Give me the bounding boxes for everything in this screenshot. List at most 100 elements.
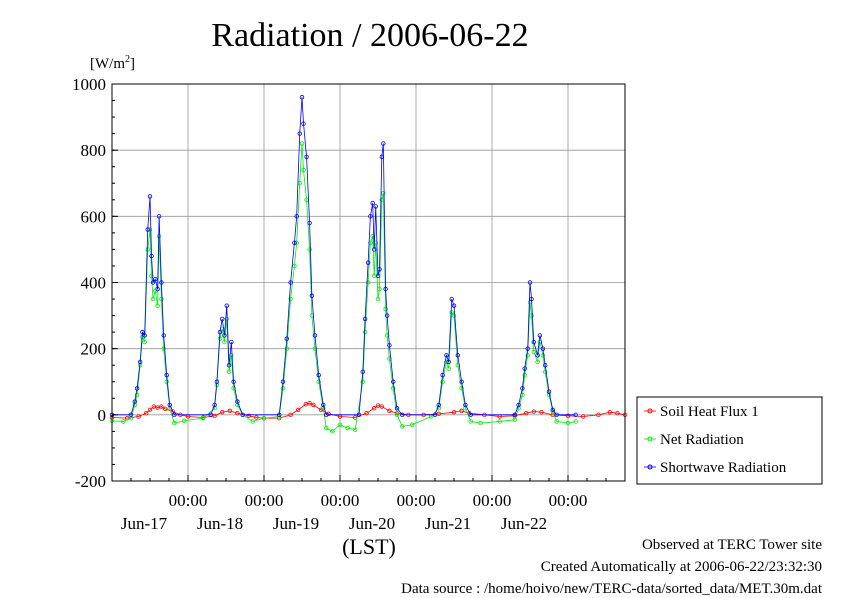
data-point (436, 411, 441, 417)
data-point (200, 415, 206, 421)
x-tick-day: Jun-22 (501, 514, 547, 533)
legend-label: Net Radiation (660, 432, 744, 448)
chart-title: Radiation / 2006-06-22 (211, 17, 528, 54)
data-point (540, 353, 546, 358)
data-point (459, 408, 464, 414)
data-point (394, 412, 400, 418)
data-point (147, 407, 153, 413)
data-point (539, 409, 544, 415)
data-point (573, 412, 578, 418)
data-point (324, 412, 329, 418)
data-point (150, 296, 156, 302)
x-tick-day: Jun-20 (349, 514, 395, 533)
data-point (156, 214, 162, 219)
data-point (303, 402, 308, 407)
data-point (468, 419, 473, 424)
data-point (316, 372, 321, 378)
data-point (529, 313, 534, 318)
source-note: Data source : /home/hoivo/new/TERC-data/… (401, 581, 822, 597)
data-point (543, 363, 548, 368)
data-point (224, 316, 229, 322)
x-tick-day: Jun-21 (425, 514, 471, 533)
data-point (377, 267, 382, 272)
data-point (224, 303, 229, 308)
data-point (294, 214, 299, 219)
data-point (227, 408, 232, 414)
data-point (296, 407, 301, 413)
y-tick-label: 0 (98, 406, 107, 425)
data-point (550, 407, 555, 413)
legend-item: Soil Heat Flux 1 (644, 404, 759, 420)
data-point (446, 359, 451, 365)
data-point (543, 369, 548, 375)
data-point (449, 296, 454, 302)
data-point (149, 273, 154, 279)
data-point (368, 214, 373, 219)
data-point (181, 418, 187, 423)
data-point (229, 353, 234, 358)
data-point (581, 414, 586, 419)
series-net-radiation (109, 141, 578, 434)
data-point (546, 389, 552, 394)
data-point (383, 286, 388, 292)
data-point (128, 412, 134, 418)
data-point (497, 419, 502, 424)
data-point (284, 346, 289, 351)
data-point (134, 392, 140, 398)
created-note: Created Automatically at 2006-06-22/23:3… (540, 559, 822, 575)
data-point (246, 413, 251, 419)
data-point (372, 406, 377, 411)
x-tick-time: 00:00 (473, 491, 512, 510)
y-tick-label: 800 (81, 141, 107, 160)
data-point (524, 410, 529, 416)
data-point (522, 366, 527, 371)
data-point (288, 412, 293, 418)
data-point (446, 366, 451, 371)
series-line (112, 97, 576, 416)
data-point (307, 247, 312, 252)
data-point (384, 313, 390, 318)
data-point (231, 379, 236, 384)
x-tick-time: 00:00 (321, 491, 360, 510)
data-point (444, 359, 449, 365)
data-point (565, 420, 571, 426)
data-point (309, 293, 315, 298)
data-point (226, 369, 232, 375)
data-point (379, 404, 384, 409)
data-point (229, 339, 234, 345)
data-point (410, 422, 415, 427)
data-point (463, 402, 468, 408)
data-point (151, 404, 156, 409)
data-point (142, 333, 147, 338)
data-point (330, 429, 335, 434)
data-point (299, 141, 305, 146)
data-point (167, 402, 172, 408)
data-point (360, 379, 365, 384)
data-point (531, 349, 536, 355)
data-point (468, 412, 473, 418)
data-point (277, 412, 282, 418)
data-point (368, 240, 373, 245)
data-point (307, 220, 312, 226)
data-point (222, 339, 227, 345)
data-point (432, 412, 438, 418)
x-axis-label: (LST) (342, 534, 396, 559)
legend-label: Shortwave Radiation (660, 460, 787, 476)
data-point (301, 167, 306, 173)
data-point (537, 333, 543, 338)
data-point (531, 409, 536, 414)
data-point (375, 273, 381, 279)
data-point (214, 379, 220, 384)
legend: Soil Heat Flux 1 Net Radiation Shortwave R… (636, 396, 823, 485)
data-point (353, 427, 358, 432)
y-tick-label: 600 (81, 207, 107, 226)
data-point (324, 425, 329, 431)
data-point (387, 343, 392, 348)
data-point (535, 359, 540, 365)
data-point (379, 154, 384, 159)
y-tick-label: -200 (75, 472, 106, 491)
data-point (121, 419, 126, 424)
data-point (172, 420, 177, 426)
data-point (136, 414, 141, 419)
series-layer (109, 95, 628, 434)
